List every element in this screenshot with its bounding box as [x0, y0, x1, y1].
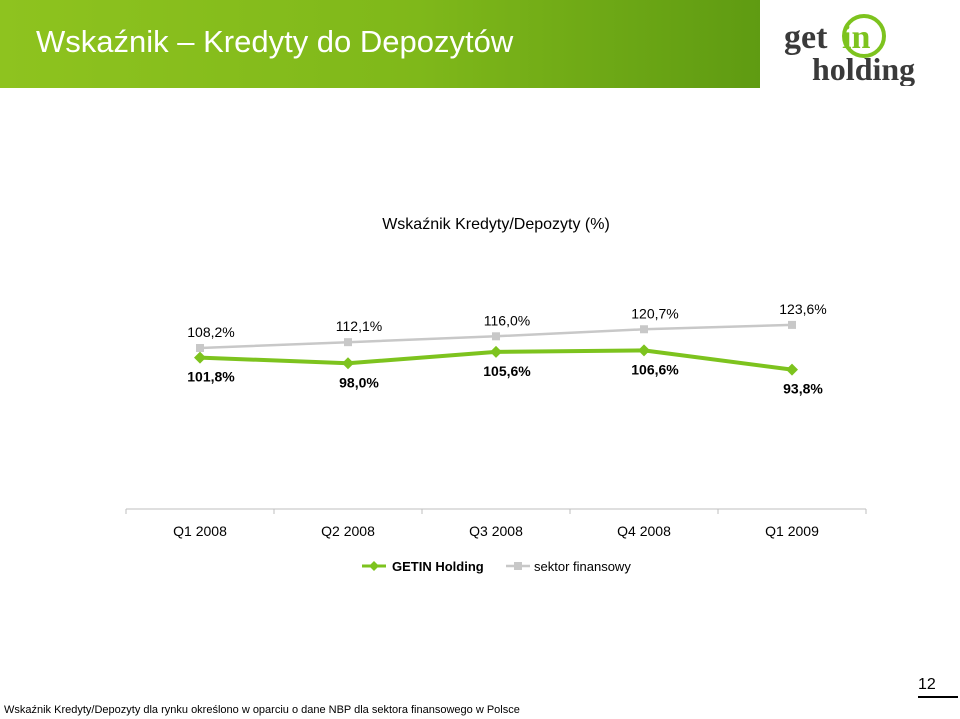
data-point	[786, 363, 798, 376]
logo-text-holding: holding	[812, 51, 915, 86]
data-label: 101,8%	[187, 369, 235, 385]
series-getin: 101,8% 98,0% 105,6% 106,6% 93,8%	[187, 344, 823, 397]
data-label: 116,0%	[484, 312, 530, 328]
legend-marker	[514, 562, 522, 570]
legend-item-sector: sektor finansowy	[506, 559, 631, 574]
series-sector: 108,2% 112,1% 116,0% 120,7% 123,6%	[187, 301, 827, 352]
data-point	[492, 332, 500, 341]
footnote: Wskaźnik Kredyty/Depozyty dla rynku okre…	[4, 704, 520, 716]
data-point	[638, 344, 650, 357]
x-tick-label: Q3 2008	[469, 523, 523, 539]
logo-text-get: get	[784, 19, 828, 56]
legend-label: GETIN Holding	[392, 559, 484, 574]
data-label: 120,7%	[631, 305, 678, 321]
x-axis: Q1 2008 Q2 2008 Q3 2008 Q4 2008 Q1 2009	[125, 508, 867, 539]
chart-title: Wskaźnik Kredyty/Depozyty (%)	[382, 216, 610, 233]
x-tick-label: Q1 2009	[765, 523, 819, 539]
x-tick-label: Q4 2008	[617, 523, 671, 539]
legend-marker	[369, 561, 379, 571]
header-bar: Wskaźnik – Kredyty do Depozytów	[0, 0, 760, 88]
x-tick-label: Q1 2008	[173, 523, 227, 539]
page-number: 12	[918, 676, 958, 698]
data-point	[490, 345, 502, 358]
data-label: 106,6%	[631, 361, 679, 377]
data-label: 123,6%	[779, 301, 826, 317]
legend: GETIN Holding sektor finansowy	[362, 559, 631, 574]
data-point	[342, 357, 354, 370]
series-layer: 108,2% 112,1% 116,0% 120,7% 123,6% 101,8% 98,0…	[187, 301, 826, 397]
legend-label: sektor finansowy	[534, 559, 631, 574]
data-label: 105,6%	[483, 363, 531, 379]
data-point	[194, 351, 206, 364]
data-label: 112,1%	[336, 318, 382, 334]
data-label: 98,0%	[339, 374, 379, 390]
data-label: 108,2%	[187, 324, 234, 340]
data-point	[788, 320, 796, 329]
data-point	[344, 338, 352, 347]
page-title: Wskaźnik – Kredyty do Depozytów	[36, 24, 514, 59]
getin-holding-logo: get in holding	[782, 10, 932, 87]
data-label: 93,8%	[783, 381, 823, 397]
legend-item-getin: GETIN Holding	[362, 559, 484, 574]
logo-circle	[842, 14, 886, 58]
x-tick-label: Q2 2008	[321, 523, 375, 539]
logo-text-in: in	[842, 19, 870, 56]
data-point	[196, 344, 204, 352]
data-point	[640, 325, 648, 334]
